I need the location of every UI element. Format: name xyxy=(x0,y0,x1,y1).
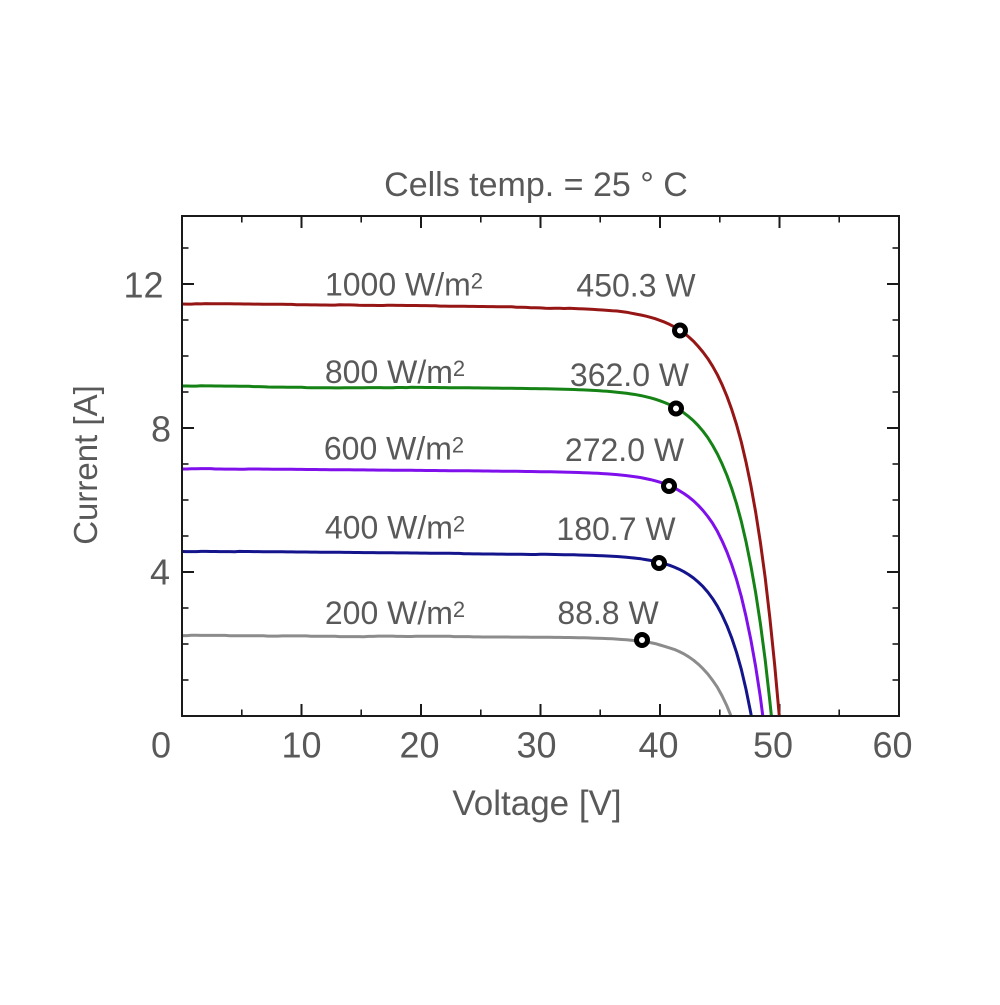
svg-text:Current [A]: Current [A] xyxy=(67,385,104,545)
svg-text:200 W/m2: 200 W/m2 xyxy=(325,595,465,631)
svg-text:1000 W/m2: 1000 W/m2 xyxy=(325,267,483,303)
svg-text:88.8 W: 88.8 W xyxy=(557,595,659,631)
svg-text:800 W/m2: 800 W/m2 xyxy=(325,354,465,390)
svg-text:50: 50 xyxy=(753,725,793,766)
svg-text:362.0 W: 362.0 W xyxy=(570,357,690,393)
svg-text:12: 12 xyxy=(123,265,163,306)
svg-text:60: 60 xyxy=(872,725,912,766)
svg-text:0: 0 xyxy=(151,725,171,766)
svg-text:30: 30 xyxy=(516,725,556,766)
svg-text:10: 10 xyxy=(281,725,321,766)
svg-text:8: 8 xyxy=(151,409,171,450)
svg-text:20: 20 xyxy=(399,725,439,766)
svg-text:180.7 W: 180.7 W xyxy=(556,511,676,547)
svg-text:600 W/m2: 600 W/m2 xyxy=(324,431,464,467)
svg-text:Voltage [V]: Voltage [V] xyxy=(452,784,621,823)
svg-text:Cells temp. = 25 ° C: Cells temp. = 25 ° C xyxy=(384,166,688,204)
svg-text:450.3 W: 450.3 W xyxy=(576,268,696,304)
svg-text:4: 4 xyxy=(150,552,170,593)
svg-text:400 W/m2: 400 W/m2 xyxy=(325,510,465,546)
svg-text:40: 40 xyxy=(638,725,678,766)
svg-text:272.0 W: 272.0 W xyxy=(565,432,685,468)
